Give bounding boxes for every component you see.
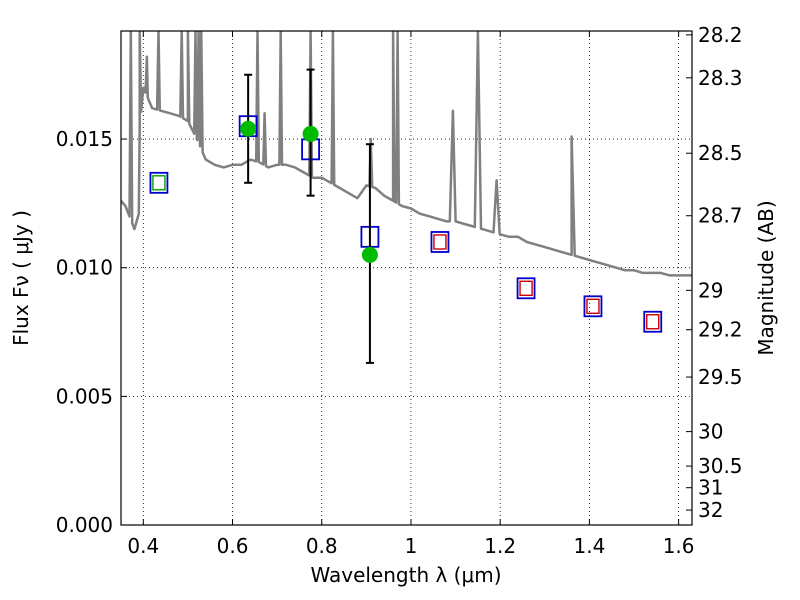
green-dot-marker: [361, 246, 378, 263]
red-square-marker: [586, 298, 600, 315]
x-tick-label: 0.8: [306, 534, 338, 558]
magnitude-tick-label: 29: [698, 278, 723, 302]
x-tick-label: 1.6: [663, 534, 695, 558]
sed-line: [121, 31, 692, 277]
data-layer: [121, 31, 692, 277]
red-square-marker: [519, 280, 533, 296]
magnitude-tick-label: 32: [698, 498, 723, 522]
magnitude-tick-label: 30: [698, 420, 723, 444]
blue-square-marker: [516, 277, 536, 300]
magnitude-tick-label: 28.7: [698, 204, 743, 228]
green-square-marker: [152, 175, 166, 191]
blue-square-marker: [643, 310, 663, 333]
x-axis-title: Wavelength λ (μm): [310, 563, 501, 587]
x-tick-label: 1.2: [484, 534, 516, 558]
y-axis-title: Flux Fν ( μJy ): [9, 210, 33, 346]
red-square-marker: [433, 234, 447, 250]
points-layer: [149, 68, 663, 364]
plot-frame: [120, 30, 693, 526]
x-tick-label: 1.4: [573, 534, 605, 558]
y2-axis-title: Magnitude (AB): [754, 200, 778, 355]
magnitude-tick-label: 28.3: [698, 66, 743, 90]
blue-square-marker: [583, 295, 603, 318]
magnitude-tick-label: 29.5: [698, 365, 743, 389]
ticks: 0.4 0.6 0.8 1 1.2 1.4 1.6 0.000 0.005 0.010 0.015 2…: [56, 23, 743, 558]
green-dot-marker: [240, 120, 257, 137]
magnitude-tick-label: 30.5: [698, 454, 743, 478]
magnitude-tick-label: 29.2: [698, 318, 743, 342]
y-tick-label: 0.015: [56, 127, 113, 151]
blue-square-marker: [149, 171, 169, 194]
x-tick-label: 0.4: [127, 534, 159, 558]
plot-area: [121, 31, 692, 525]
y-tick-label: 0.010: [56, 256, 113, 280]
magnitude-tick-label: 28.2: [698, 23, 743, 47]
y-tick-label: 0.000: [56, 513, 113, 537]
x-tick-label: 0.6: [217, 534, 249, 558]
y-tick-label: 0.005: [56, 384, 113, 408]
red-square-marker: [646, 314, 660, 330]
x-tick-label: 1: [405, 534, 418, 558]
green-dot-marker: [302, 125, 319, 142]
magnitude-tick-label: 28.5: [698, 141, 743, 165]
magnitude-tick-label: 31: [698, 476, 723, 500]
blue-square-marker: [430, 231, 450, 253]
